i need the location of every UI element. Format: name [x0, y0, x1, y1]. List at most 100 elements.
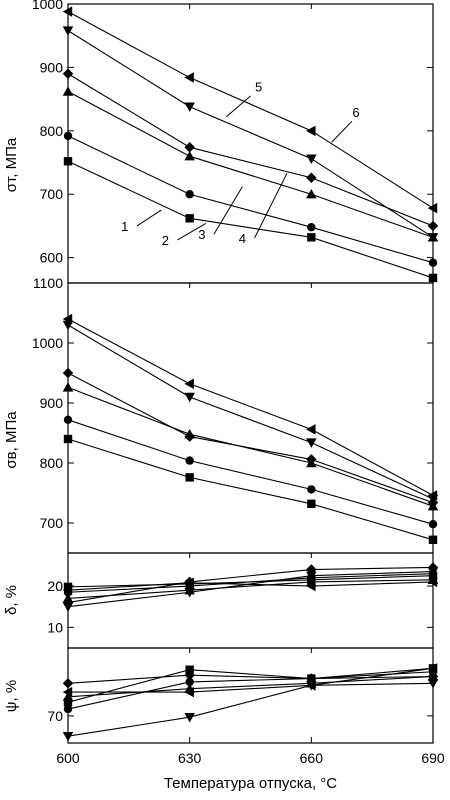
- panel-1: 600 700 800 900 1000 σт, МПа 1 2 3 4 5 6: [3, 0, 439, 284]
- leader-line: [213, 186, 243, 235]
- data-point: [185, 456, 194, 465]
- series-line: [67, 160, 434, 279]
- y-tick-label: 1100: [33, 275, 63, 291]
- panel-frame: [67, 3, 434, 284]
- series-5: [62, 320, 439, 505]
- data-point: [306, 188, 317, 199]
- data-point: [63, 698, 73, 707]
- data-point: [62, 602, 74, 612]
- series-4: [62, 669, 439, 689]
- series-line: [67, 438, 434, 541]
- curve-label-3: 3: [198, 227, 205, 242]
- data-point: [184, 72, 194, 83]
- data-point: [307, 499, 316, 508]
- series-line: [68, 667, 434, 693]
- data-point: [306, 680, 316, 691]
- series-line: [67, 318, 434, 496]
- curve-label-5: 5: [255, 80, 262, 95]
- series-line: [67, 135, 434, 264]
- series-line: [67, 682, 434, 737]
- data-point: [184, 150, 195, 161]
- y-tick-label: 10: [47, 619, 63, 635]
- data-point: [307, 223, 316, 232]
- series-line: [67, 30, 434, 238]
- data-point: [306, 172, 317, 183]
- series-line: [67, 386, 434, 507]
- data-point: [427, 233, 439, 243]
- y-tick-label: 900: [40, 59, 64, 75]
- y-axis-label: ψ, %: [3, 680, 20, 712]
- series-6: [62, 313, 438, 501]
- series-line: [67, 667, 434, 703]
- curve-label-6: 6: [352, 105, 359, 120]
- series-line: [67, 324, 434, 500]
- data-point: [62, 26, 74, 36]
- series-6: [62, 663, 438, 698]
- data-point: [184, 392, 195, 403]
- series-3: [62, 574, 439, 603]
- series-3: [62, 86, 439, 242]
- series-line: [67, 675, 434, 698]
- series-line: [67, 581, 434, 591]
- data-point: [63, 582, 73, 592]
- panel-2: 700 800 900 1000 1100 σв, МПа: [3, 275, 439, 554]
- data-point: [184, 142, 195, 153]
- data-point: [306, 571, 317, 581]
- data-point: [306, 125, 316, 137]
- data-point: [62, 68, 74, 79]
- data-point: [63, 704, 73, 714]
- series-line: [67, 566, 434, 604]
- series-1: [63, 157, 438, 283]
- series-line: [67, 671, 434, 710]
- series-2: [63, 131, 438, 267]
- series-line: [67, 579, 434, 599]
- data-point: [307, 233, 316, 242]
- data-point: [62, 86, 74, 96]
- x-tick-label: 600: [56, 750, 80, 766]
- series-4: [62, 68, 439, 232]
- data-point: [185, 473, 194, 482]
- y-axis-label: σт, МПа: [3, 137, 20, 192]
- y-tick-label: 600: [40, 250, 64, 266]
- series-1: [63, 571, 438, 592]
- data-point: [184, 431, 195, 442]
- y-tick-label: 800: [40, 455, 64, 471]
- series-6: [62, 6, 438, 214]
- y-tick-label: 900: [40, 395, 64, 411]
- data-point: [306, 438, 317, 448]
- data-point: [63, 434, 73, 444]
- data-point: [185, 214, 194, 223]
- data-point: [306, 424, 316, 435]
- series-5: [62, 26, 439, 243]
- data-point: [62, 313, 73, 325]
- series-line: [67, 419, 434, 525]
- x-tick-label: 660: [300, 750, 324, 766]
- data-point: [185, 677, 194, 687]
- data-point: [62, 686, 73, 698]
- data-point: [184, 686, 194, 698]
- data-point: [63, 415, 73, 424]
- data-point: [63, 131, 73, 141]
- panel-4: 70 ψ, %: [3, 647, 439, 744]
- data-point: [184, 378, 194, 390]
- data-point: [427, 576, 438, 588]
- data-point: [184, 102, 195, 112]
- data-point: [184, 669, 195, 681]
- curve-labels: 1 2 3 4 5 6: [121, 80, 359, 248]
- series-line: [67, 372, 434, 504]
- data-point: [306, 154, 317, 164]
- series-1: [63, 434, 438, 544]
- data-point: [185, 190, 194, 199]
- series-6: [62, 576, 438, 596]
- y-tick-label: 1000: [32, 335, 63, 351]
- leader-line: [177, 222, 207, 241]
- y-tick-label: 700: [40, 515, 64, 531]
- data-point: [62, 584, 73, 596]
- data-point: [427, 679, 439, 689]
- y-axis-label: δ, %: [3, 585, 20, 615]
- x-tick-label: 690: [421, 750, 445, 766]
- data-point: [62, 732, 74, 742]
- y-tick-label: 20: [47, 578, 63, 594]
- x-tick-label: 630: [178, 750, 202, 766]
